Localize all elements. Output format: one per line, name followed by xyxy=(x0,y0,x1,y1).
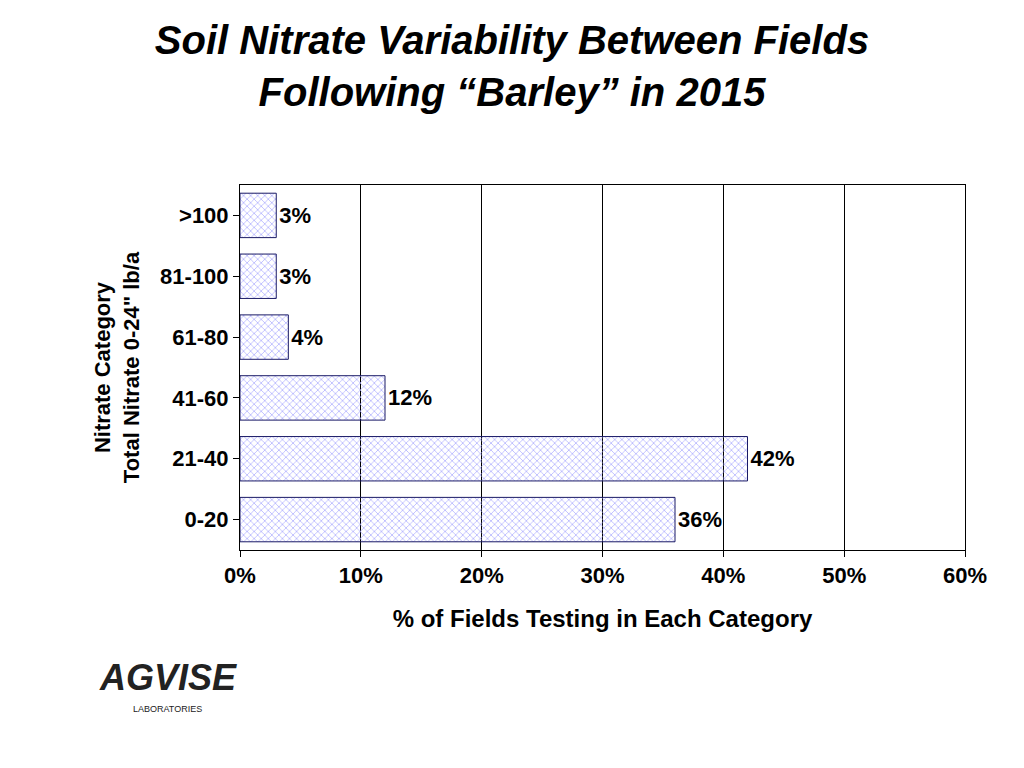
svg-text:30%: 30% xyxy=(580,563,624,588)
svg-text:0-20: 0-20 xyxy=(185,507,229,532)
svg-text:21-40: 21-40 xyxy=(172,446,228,471)
svg-text:20%: 20% xyxy=(460,563,504,588)
svg-text:36%: 36% xyxy=(678,507,722,532)
svg-text:Nitrate CategoryTotal Nitrate: Nitrate CategoryTotal Nitrate 0-24" lb/a xyxy=(90,251,144,483)
svg-text:Soil Nitrate Variability Betwe: Soil Nitrate Variability Between FieldsF… xyxy=(155,18,869,114)
svg-text:12%: 12% xyxy=(388,385,432,410)
svg-text:61-80: 61-80 xyxy=(172,325,228,350)
svg-text:50%: 50% xyxy=(822,563,866,588)
svg-text:60%: 60% xyxy=(943,563,987,588)
svg-text:>100: >100 xyxy=(179,203,229,228)
svg-text:AGVISE: AGVISE xyxy=(99,657,237,698)
svg-text:42%: 42% xyxy=(751,446,795,471)
svg-text:0%: 0% xyxy=(224,563,256,588)
svg-text:40%: 40% xyxy=(701,563,745,588)
svg-text:LABORATORIES: LABORATORIES xyxy=(133,704,202,714)
svg-text:3%: 3% xyxy=(279,203,311,228)
svg-text:81-100: 81-100 xyxy=(160,264,229,289)
svg-text:41-60: 41-60 xyxy=(172,386,228,411)
svg-text:% of Fields Testing in Each Ca: % of Fields Testing in Each Category xyxy=(393,605,813,632)
svg-text:4%: 4% xyxy=(291,325,323,350)
svg-text:10%: 10% xyxy=(339,563,383,588)
svg-text:3%: 3% xyxy=(279,264,311,289)
